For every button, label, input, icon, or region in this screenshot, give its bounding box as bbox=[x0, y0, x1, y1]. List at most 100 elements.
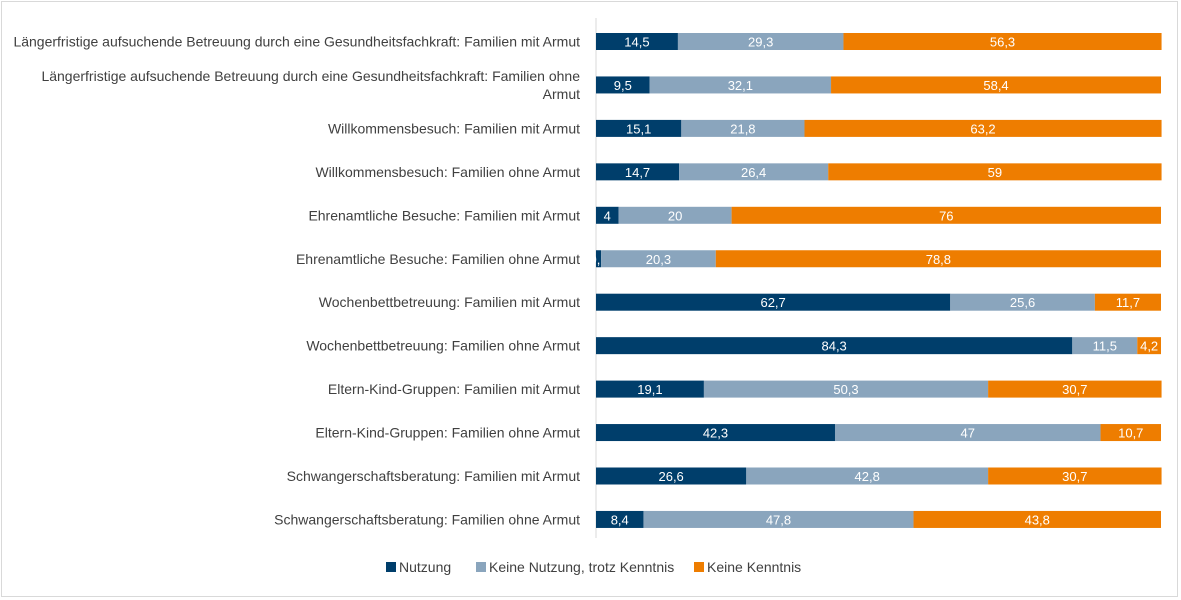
bar-segment bbox=[618, 206, 732, 224]
category-label-line: Ehrenamtliche Besuche: Familien ohne Arm… bbox=[296, 251, 580, 267]
category-label-line: Wochenbettbetreuung: Familien ohne Armut bbox=[306, 338, 580, 354]
data-label: 4 bbox=[604, 208, 611, 223]
category-label: Schwangerschaftsberatung: Familien ohne … bbox=[274, 511, 580, 527]
data-label: 47 bbox=[961, 426, 975, 441]
data-label: 20 bbox=[668, 208, 682, 223]
data-label: 11,7 bbox=[1116, 295, 1140, 310]
category-label-line: Ehrenamtliche Besuche: Familien mit Armu… bbox=[308, 207, 580, 223]
bar-segment bbox=[831, 76, 1161, 94]
data-label: 8,4 bbox=[611, 512, 629, 527]
bar-segment bbox=[596, 163, 680, 181]
bar-segment bbox=[596, 33, 678, 50]
bar-segment bbox=[601, 250, 716, 268]
legend-swatch bbox=[476, 562, 486, 572]
category-label: Längerfristige aufsuchende Betreuung dur… bbox=[13, 34, 580, 50]
data-label: 15,1 bbox=[626, 121, 651, 136]
data-label: 78,8 bbox=[926, 252, 951, 267]
category-label: Wochenbettbetreuung: Familien mit Armut bbox=[319, 294, 580, 310]
data-label: 9,5 bbox=[614, 78, 632, 93]
category-label-line: Eltern-Kind-Gruppen: Familien mit Armut bbox=[328, 381, 580, 397]
category-label: Eltern-Kind-Gruppen: Familien ohne Armut bbox=[315, 425, 580, 441]
category-label: Ehrenamtliche Besuche: Familien mit Armu… bbox=[308, 207, 580, 223]
bar-segment bbox=[804, 119, 1162, 137]
data-label: 43,8 bbox=[1025, 512, 1050, 527]
data-label: 32,1 bbox=[728, 78, 753, 93]
bar-segment bbox=[649, 76, 832, 94]
data-label: 30,7 bbox=[1062, 469, 1087, 484]
bar-segment bbox=[1137, 337, 1161, 355]
category-label: Schwangerschaftsberatung: Familien mit A… bbox=[287, 468, 580, 484]
bar-segment bbox=[1094, 293, 1161, 311]
category-label-line: Armut bbox=[543, 86, 580, 102]
bar-segment bbox=[596, 250, 602, 268]
category-label-line: Längerfristige aufsuchende Betreuung dur… bbox=[41, 68, 580, 84]
category-label: Willkommensbesuch: Familien ohne Armut bbox=[315, 164, 580, 180]
data-label: 62,7 bbox=[760, 295, 785, 310]
data-label: 30,7 bbox=[1062, 382, 1087, 397]
legend-label: Keine Kenntnis bbox=[707, 559, 801, 575]
bar-segment bbox=[596, 293, 951, 311]
category-label: Längerfristige aufsuchende Betreuung dur… bbox=[41, 68, 580, 102]
bar-segment bbox=[988, 380, 1162, 398]
category-label-line: Eltern-Kind-Gruppen: Familien ohne Armut bbox=[315, 425, 580, 441]
bar-segment bbox=[596, 510, 644, 528]
bar-segment bbox=[913, 510, 1161, 528]
bar-segment bbox=[834, 424, 1101, 442]
bar-segment bbox=[596, 119, 682, 137]
data-label: 19,1 bbox=[637, 382, 662, 397]
bar-segment bbox=[731, 206, 1161, 224]
category-label-line: Schwangerschaftsberatung: Familien ohne … bbox=[274, 511, 580, 527]
data-label: 26,6 bbox=[658, 469, 683, 484]
bar-segment bbox=[596, 380, 704, 398]
bar-segment bbox=[596, 76, 650, 94]
data-label: 4,2 bbox=[1140, 339, 1158, 354]
data-label: 20,3 bbox=[646, 252, 671, 267]
bar-segment bbox=[677, 33, 844, 50]
category-label-line: Längerfristige aufsuchende Betreuung dur… bbox=[13, 34, 580, 50]
legend-label: Keine Nutzung, trotz Kenntnis bbox=[489, 559, 674, 575]
data-label: 59 bbox=[988, 165, 1002, 180]
data-label: 50,3 bbox=[833, 382, 858, 397]
category-label: Eltern-Kind-Gruppen: Familien mit Armut bbox=[328, 381, 580, 397]
category-label: Willkommensbesuch: Familien mit Armut bbox=[328, 120, 580, 136]
data-label: 29,3 bbox=[748, 35, 773, 50]
data-label: 42,3 bbox=[703, 426, 728, 441]
bar-segment bbox=[596, 337, 1073, 355]
category-label: Ehrenamtliche Besuche: Familien ohne Arm… bbox=[296, 251, 580, 267]
data-label: 21,8 bbox=[730, 121, 755, 136]
data-label: 42,8 bbox=[855, 469, 880, 484]
bar-segment bbox=[596, 206, 619, 224]
data-label: 63,2 bbox=[970, 121, 995, 136]
data-label: 14,5 bbox=[624, 35, 649, 50]
bar-segment bbox=[703, 380, 989, 398]
data-label: 58,4 bbox=[983, 78, 1008, 93]
bar-segment bbox=[828, 163, 1162, 181]
bar-segment bbox=[950, 293, 1095, 311]
data-label: 25,6 bbox=[1010, 295, 1035, 310]
bar-segment bbox=[1100, 424, 1161, 442]
category-label-line: Willkommensbesuch: Familien mit Armut bbox=[328, 120, 580, 136]
data-label: 84,3 bbox=[821, 339, 846, 354]
data-label: 76 bbox=[939, 208, 953, 223]
data-label: 56,3 bbox=[990, 35, 1015, 50]
legend-swatch bbox=[386, 562, 396, 572]
data-label: 10,7 bbox=[1118, 426, 1143, 441]
category-label: Wochenbettbetreuung: Familien ohne Armut bbox=[306, 338, 580, 354]
category-label-line: Schwangerschaftsberatung: Familien mit A… bbox=[287, 468, 580, 484]
bar-segment bbox=[679, 163, 829, 181]
data-label: 14,7 bbox=[625, 165, 650, 180]
category-label-line: Willkommensbesuch: Familien ohne Armut bbox=[315, 164, 580, 180]
bar-segment bbox=[643, 510, 914, 528]
data-label: 11,5 bbox=[1093, 339, 1117, 354]
data-label: 26,4 bbox=[741, 165, 766, 180]
bar-segment bbox=[596, 467, 747, 485]
bar-segment bbox=[988, 467, 1162, 485]
data-label: 47,8 bbox=[766, 512, 791, 527]
legend-swatch bbox=[694, 562, 704, 572]
bar-segment bbox=[746, 467, 989, 485]
legend-label: Nutzung bbox=[399, 559, 451, 575]
bar-segment bbox=[843, 33, 1162, 50]
bar-segment bbox=[681, 119, 805, 137]
bar-segment bbox=[1072, 337, 1138, 355]
